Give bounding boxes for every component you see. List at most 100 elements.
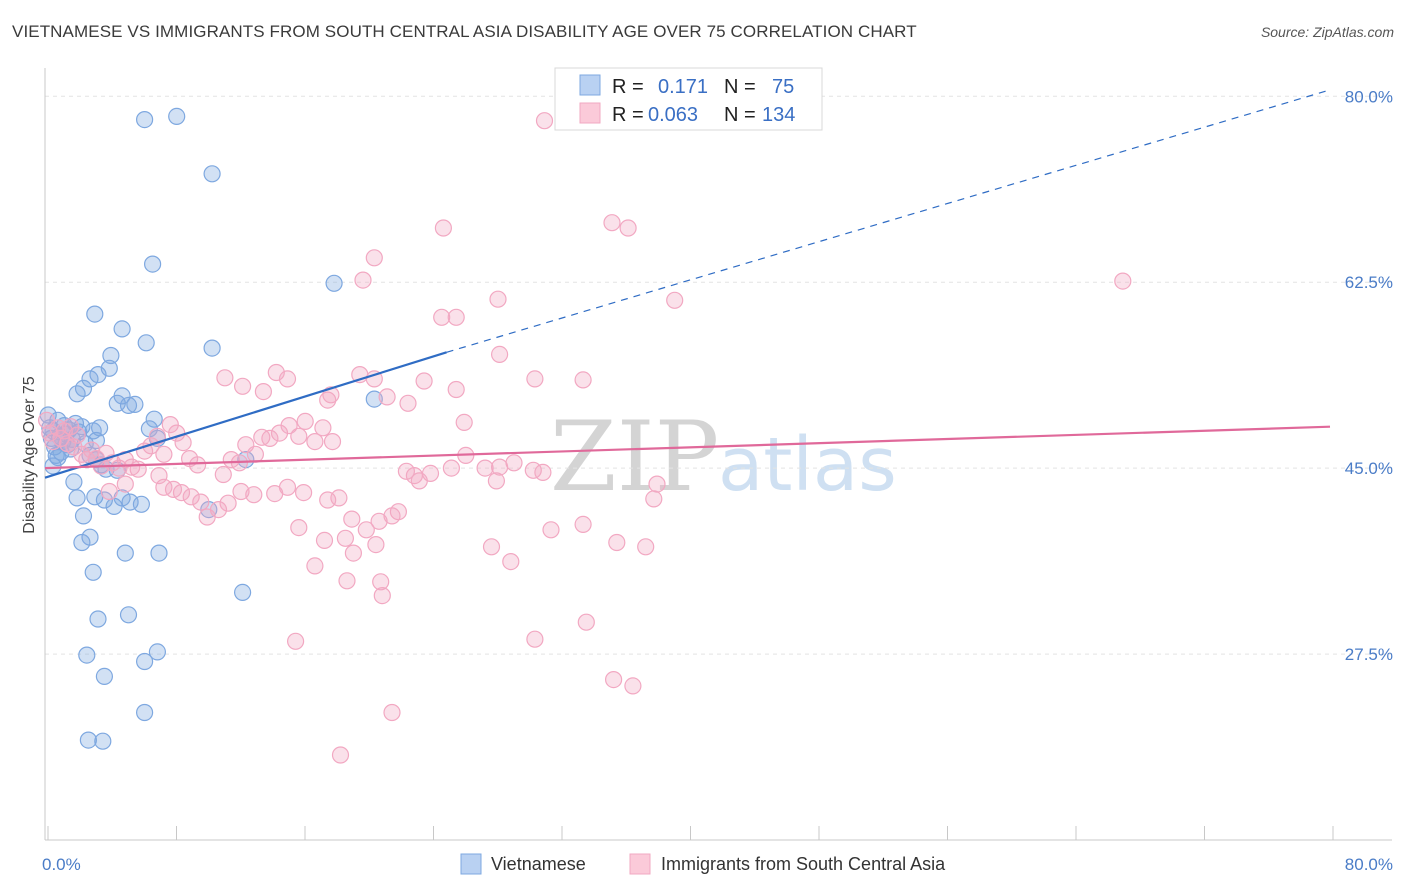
bottom-legend-vietnamese: Vietnamese <box>491 854 586 874</box>
immigrants-point-77 <box>336 529 354 547</box>
immigrants-point-17 <box>110 459 128 477</box>
immigrants-point-53 <box>323 433 342 451</box>
vietnamese-point-24 <box>87 431 106 450</box>
immigrants-point-20 <box>129 460 147 478</box>
immigrants-point-119 <box>338 572 356 590</box>
vietnamese-point-58 <box>203 339 221 357</box>
vietnamese-point-30 <box>81 528 99 546</box>
immigrants-point-29 <box>189 456 207 474</box>
y-tick-label-2: 62.5% <box>1345 273 1393 292</box>
vietnamese-point-67 <box>89 610 107 628</box>
vietnamese-point-16 <box>44 457 62 475</box>
y-tick-label-1: 45.0% <box>1345 459 1393 478</box>
vietnamese-point-47 <box>126 395 144 413</box>
immigrants-point-88 <box>399 394 417 412</box>
immigrants-point-55 <box>232 482 250 501</box>
immigrants-point-81 <box>254 383 272 401</box>
vietnamese-point-78 <box>168 107 186 126</box>
vietnamese-point-52 <box>100 359 118 377</box>
immigrants-point-36 <box>182 488 200 506</box>
immigrants-point-126 <box>287 632 305 650</box>
immigrants-point-127 <box>604 670 623 689</box>
immigrants-point-22 <box>142 437 160 455</box>
immigrants-point-86 <box>365 370 383 388</box>
legend-r-label-2: R = <box>612 104 644 126</box>
immigrants-point-96 <box>354 271 372 289</box>
vietnamese-point-28 <box>74 507 93 525</box>
immigrants-point-129 <box>383 703 401 722</box>
immigrants-point-72 <box>487 472 505 490</box>
immigrants-point-59 <box>295 484 313 502</box>
immigrants-point-110 <box>491 458 509 476</box>
vietnamese-point-59 <box>325 274 343 292</box>
immigrants-point-66 <box>397 462 415 480</box>
immigrants-point-111 <box>534 463 552 481</box>
immigrants-point-101 <box>666 291 684 309</box>
immigrants-point-7 <box>62 418 80 436</box>
bottom-legend: Vietnamese Immigrants from South Central… <box>460 853 946 875</box>
chart-title: VIETNAMESE VS IMMIGRANTS FROM SOUTH CENT… <box>12 22 917 41</box>
legend-r-value-2: 0.063 <box>648 104 698 126</box>
immigrants-point-90 <box>216 369 234 387</box>
immigrants-point-107 <box>574 371 592 389</box>
immigrants-point-9 <box>68 426 86 444</box>
immigrants-point-73 <box>505 454 523 472</box>
immigrants-point-94 <box>491 345 509 363</box>
vietnamese-point-71 <box>78 646 96 664</box>
immigrants-point-118 <box>306 557 324 575</box>
immigrants-point-100 <box>489 290 507 308</box>
vietnamese-point-35 <box>95 491 114 509</box>
immigrants-point-58 <box>278 478 297 496</box>
immigrants-point-115 <box>637 538 655 556</box>
data-points <box>37 107 1132 764</box>
immigrants-point-40 <box>214 465 232 484</box>
vietnamese-point-72 <box>95 667 114 686</box>
immigrants-point-99 <box>447 308 465 326</box>
immigrants-point-103 <box>603 214 621 232</box>
immigrants-point-83 <box>278 370 297 388</box>
vietnamese-point-42 <box>68 385 86 403</box>
watermark-atlas: atlas <box>718 422 897 508</box>
immigrants-point-112 <box>574 515 592 534</box>
vietnamese-point-45 <box>113 387 131 405</box>
y-tick-labels: 27.5% 45.0% 62.5% 80.0% <box>1345 87 1393 664</box>
immigrants-point-114 <box>608 533 626 552</box>
vietnamese-trend-line <box>44 351 447 479</box>
immigrants-point-69 <box>442 459 460 477</box>
immigrants-point-46 <box>261 429 279 447</box>
bottom-legend-swatch-immigrants <box>629 853 651 875</box>
immigrants-point-121 <box>373 586 391 605</box>
immigrants-point-56 <box>245 486 263 504</box>
immigrants-point-102 <box>434 219 452 237</box>
legend-r-value-1: 0.171 <box>658 76 708 98</box>
vietnamese-point-73 <box>136 703 154 722</box>
immigrants-point-61 <box>330 489 348 507</box>
immigrants-point-108 <box>405 467 423 485</box>
vietnamese-point-40 <box>132 495 150 513</box>
vietnamese-point-53 <box>102 346 120 365</box>
immigrants-point-79 <box>367 535 385 554</box>
axes <box>44 68 1392 841</box>
vietnamese-point-60 <box>365 390 383 408</box>
immigrants-point-117 <box>645 490 663 508</box>
vietnamese-point-57 <box>144 255 162 273</box>
immigrants-point-104 <box>619 219 637 237</box>
legend-n-value-1: 75 <box>772 76 794 98</box>
vietnamese-point-48 <box>145 410 163 428</box>
immigrants-point-125 <box>526 630 544 648</box>
vietnamese-point-43 <box>81 370 99 388</box>
vietnamese-point-69 <box>148 643 166 661</box>
immigrants-point-91 <box>234 377 252 395</box>
immigrants-point-124 <box>577 613 595 631</box>
x-tick-label-1: 80.0% <box>1345 855 1393 874</box>
vietnamese-point-77 <box>136 110 154 129</box>
vietnamese-point-66 <box>119 606 138 624</box>
vietnamese-point-26 <box>65 473 83 491</box>
immigrants-point-98 <box>433 308 451 326</box>
immigrants-point-95 <box>526 370 544 388</box>
immigrants-point-84 <box>319 391 337 409</box>
immigrants-point-19 <box>123 458 141 476</box>
vietnamese-point-68 <box>234 583 252 602</box>
immigrants-point-52 <box>314 419 332 437</box>
